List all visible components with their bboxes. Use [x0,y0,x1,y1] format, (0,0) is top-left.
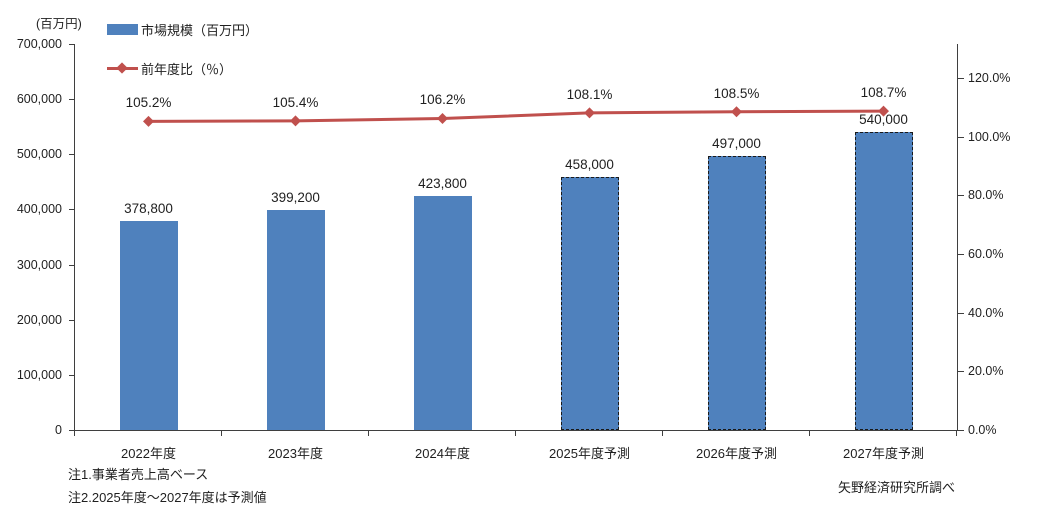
x-axis-category-label: 2023年度 [268,446,323,461]
x-axis-tick [368,430,369,436]
left-axis-tick-label: 700,000 [16,37,62,51]
right-axis-tick-label: 120.0% [968,71,1011,85]
legend-label-market-size: 市場規模（百万円） [141,22,259,38]
x-axis-tick [74,430,75,436]
line-series-swatch-icon [107,60,138,76]
x-axis-category-label: 2024年度 [415,446,470,461]
x-axis-tick [809,430,810,436]
bar-value-label: 458,000 [565,157,614,172]
bar-value-label: 399,200 [271,190,320,205]
left-axis-tick [69,154,75,156]
left-axis-tick-label: 300,000 [16,257,62,272]
legend-label-yoy-ratio: 前年度比（％） [141,61,233,77]
bar-value-label: 540,000 [859,112,908,127]
left-axis-tick [69,209,75,211]
right-axis-tick-label: 40.0% [968,305,1004,320]
x-axis-category-label: 2026年度予測 [696,446,777,461]
yoy-line [148,109,884,123]
bar-2022年度 [119,221,178,430]
right-axis-tick [958,430,964,431]
bar-2026年度予測 [707,156,766,430]
left-axis-tick-label: 0 [55,423,62,437]
bar-series-swatch-icon [107,23,138,35]
legend-item-yoy-ratio: 前年度比（％） [107,60,258,77]
left-axis-unit-label: (百万円) [36,17,82,31]
left-axis-line [74,44,75,431]
left-axis-tick-label: 400,000 [16,202,62,217]
left-axis-tick [69,374,75,376]
line-value-label: 105.2% [125,95,172,111]
diamond-marker-icon [584,107,595,119]
x-axis-category-label: 2027年度予測 [843,446,924,461]
diamond-marker-icon [290,115,301,127]
footnote-2: 注2.2025年度～2027年度は予測値 [68,490,267,505]
line-value-label: 108.5% [713,85,760,101]
right-axis-tick-label: 100.0% [968,129,1011,144]
x-axis-category-label: 2025年度予測 [549,446,630,461]
right-axis-tick-label: 60.0% [968,247,1004,261]
x-axis-tick [221,430,222,436]
legend-diamond-marker-icon [116,62,128,74]
right-axis-tick [958,254,964,255]
right-axis-tick [958,371,964,373]
line-value-label: 108.1% [566,86,613,102]
line-value-label: 105.4% [272,94,319,110]
bar-value-label: 423,800 [418,176,467,191]
bar-2027年度予測 [854,132,913,430]
right-axis-tick [958,195,964,197]
left-axis-tick-label: 200,000 [16,312,62,327]
left-axis-tick-label: 600,000 [16,92,62,107]
line-value-label: 106.2% [419,92,466,108]
bar-2023年度 [266,210,325,430]
diamond-marker-icon [143,115,154,127]
right-axis-tick [958,136,964,138]
legend: 市場規模（百万円） 前年度比（％） [107,21,259,77]
right-axis-line [957,44,958,431]
footnotes: 注1.事業者売上高ベース 注2.2025年度～2027年度は予測値 [68,463,267,509]
x-axis-tick [956,430,957,436]
x-axis-tick [662,430,663,436]
right-axis-tick [958,312,964,314]
left-axis-tick [69,264,75,266]
x-axis-line [74,430,958,431]
right-axis-tick-label: 80.0% [968,188,1004,203]
right-axis-tick [958,78,964,79]
x-axis-tick [515,430,516,436]
legend-item-market-size: 市場規模（百万円） [107,21,259,38]
left-axis-tick [69,99,75,101]
right-axis-tick-label: 0.0% [968,423,997,437]
left-axis-tick [69,430,75,431]
left-axis-tick [69,44,75,45]
line-value-label: 108.7% [860,85,907,101]
footnote-1: 注1.事業者売上高ベース [68,467,209,482]
source-credit: 矢野経済研究所調べ [837,480,955,495]
bar-2025年度予測 [560,177,619,430]
bar-2024年度 [413,196,472,430]
left-axis-tick-label: 100,000 [16,367,62,382]
diamond-marker-icon [437,112,448,124]
left-axis-tick [69,319,75,321]
x-axis-category-label: 2022年度 [121,446,176,461]
right-axis-tick-label: 20.0% [968,364,1004,379]
left-axis-tick-label: 500,000 [16,147,62,162]
bar-value-label: 378,800 [124,201,173,216]
diamond-marker-icon [731,106,742,118]
bar-value-label: 497,000 [712,136,761,151]
